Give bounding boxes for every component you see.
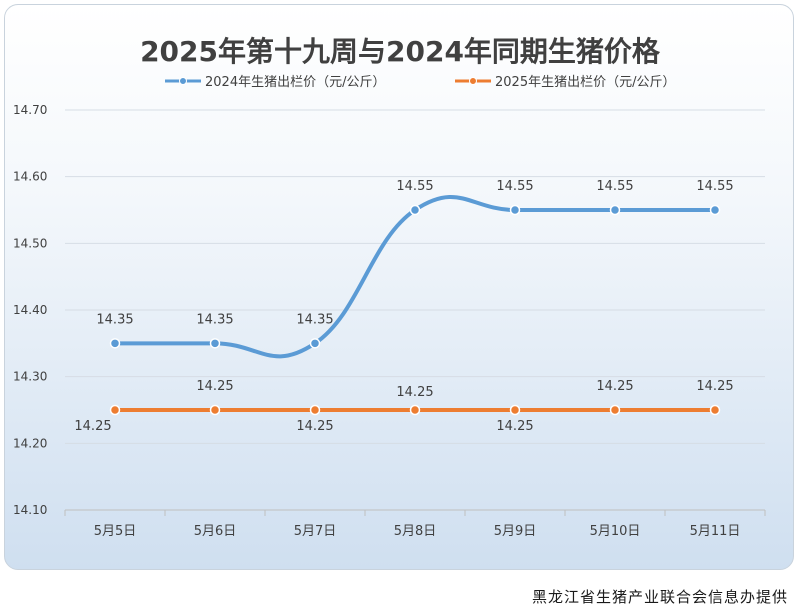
- price-line-chart: 2025年第十九周与2024年同期生猪价格 2024年生猪出栏价（元/公斤） 20…: [13, 35, 766, 539]
- data-point: [509, 404, 521, 416]
- data-label: 14.55: [696, 179, 733, 194]
- data-point: [209, 404, 221, 416]
- data-point: [509, 204, 521, 216]
- x-tick-label: 5月5日: [94, 524, 137, 539]
- legend-label: 2025年生猪出栏价（元/公斤）: [495, 75, 675, 90]
- data-point: [309, 404, 321, 416]
- data-label: 14.55: [396, 179, 433, 194]
- data-label: 14.25: [396, 385, 433, 400]
- data-point: [709, 404, 721, 416]
- x-tick-label: 5月11日: [690, 524, 741, 539]
- x-tick-label: 5月7日: [294, 524, 337, 539]
- data-label: 14.25: [74, 419, 111, 434]
- y-tick-label: 14.50: [13, 236, 47, 250]
- chart-legend: 2024年生猪出栏价（元/公斤） 2025年生猪出栏价（元/公斤）: [165, 75, 675, 90]
- legend-swatch-marker: [179, 77, 187, 85]
- data-label: 14.25: [496, 419, 533, 434]
- y-axis: 14.10 14.20 14.30 14.40 14.50 14.60 14.70: [13, 103, 47, 517]
- x-tick-label: 5月10日: [590, 524, 641, 539]
- x-tick-label: 5月9日: [494, 524, 537, 539]
- data-point: [609, 204, 621, 216]
- y-tick-label: 14.30: [13, 370, 47, 384]
- chart-panel: 2025年第十九周与2024年同期生猪价格 2024年生猪出栏价（元/公斤） 20…: [4, 4, 794, 570]
- x-axis: 5月5日 5月6日 5月7日 5月8日 5月9日 5月10日 5月11日: [64, 509, 766, 539]
- chart-title: 2025年第十九周与2024年同期生猪价格: [140, 35, 661, 68]
- data-point: [109, 404, 121, 416]
- x-tick-label: 5月6日: [194, 524, 237, 539]
- series-line-0: [113, 194, 717, 359]
- data-label: 14.35: [296, 312, 333, 327]
- data-point: [409, 404, 421, 416]
- data-point: [609, 404, 621, 416]
- grid-lines: [65, 109, 765, 511]
- y-tick-label: 14.60: [13, 170, 47, 184]
- y-tick-label: 14.20: [13, 436, 47, 450]
- y-tick-label: 14.10: [13, 503, 47, 517]
- source-credit: 黑龙江省生猪产业联合会信息办提供: [531, 588, 788, 606]
- data-point: [409, 204, 421, 216]
- data-label: 14.25: [196, 379, 233, 394]
- data-labels: 14.35 14.35 14.35 14.55 14.55 14.55 14.55 14.25…: [74, 179, 733, 434]
- data-label: 14.25: [596, 379, 633, 394]
- data-label: 14.55: [496, 179, 533, 194]
- data-label: 14.55: [596, 179, 633, 194]
- y-tick-label: 14.70: [13, 103, 47, 117]
- series-group: [109, 194, 721, 416]
- data-label: 14.35: [96, 312, 133, 327]
- legend-label: 2024年生猪出栏价（元/公斤）: [205, 75, 385, 90]
- data-point: [209, 338, 221, 349]
- data-point: [309, 338, 321, 349]
- legend-swatch-marker: [469, 77, 477, 85]
- data-label: 14.25: [696, 379, 733, 394]
- x-tick-label: 5月8日: [394, 524, 437, 539]
- data-point: [109, 338, 121, 349]
- data-point: [709, 204, 721, 216]
- y-tick-label: 14.40: [13, 303, 47, 317]
- data-label: 14.35: [196, 312, 233, 327]
- data-label: 14.25: [296, 419, 333, 434]
